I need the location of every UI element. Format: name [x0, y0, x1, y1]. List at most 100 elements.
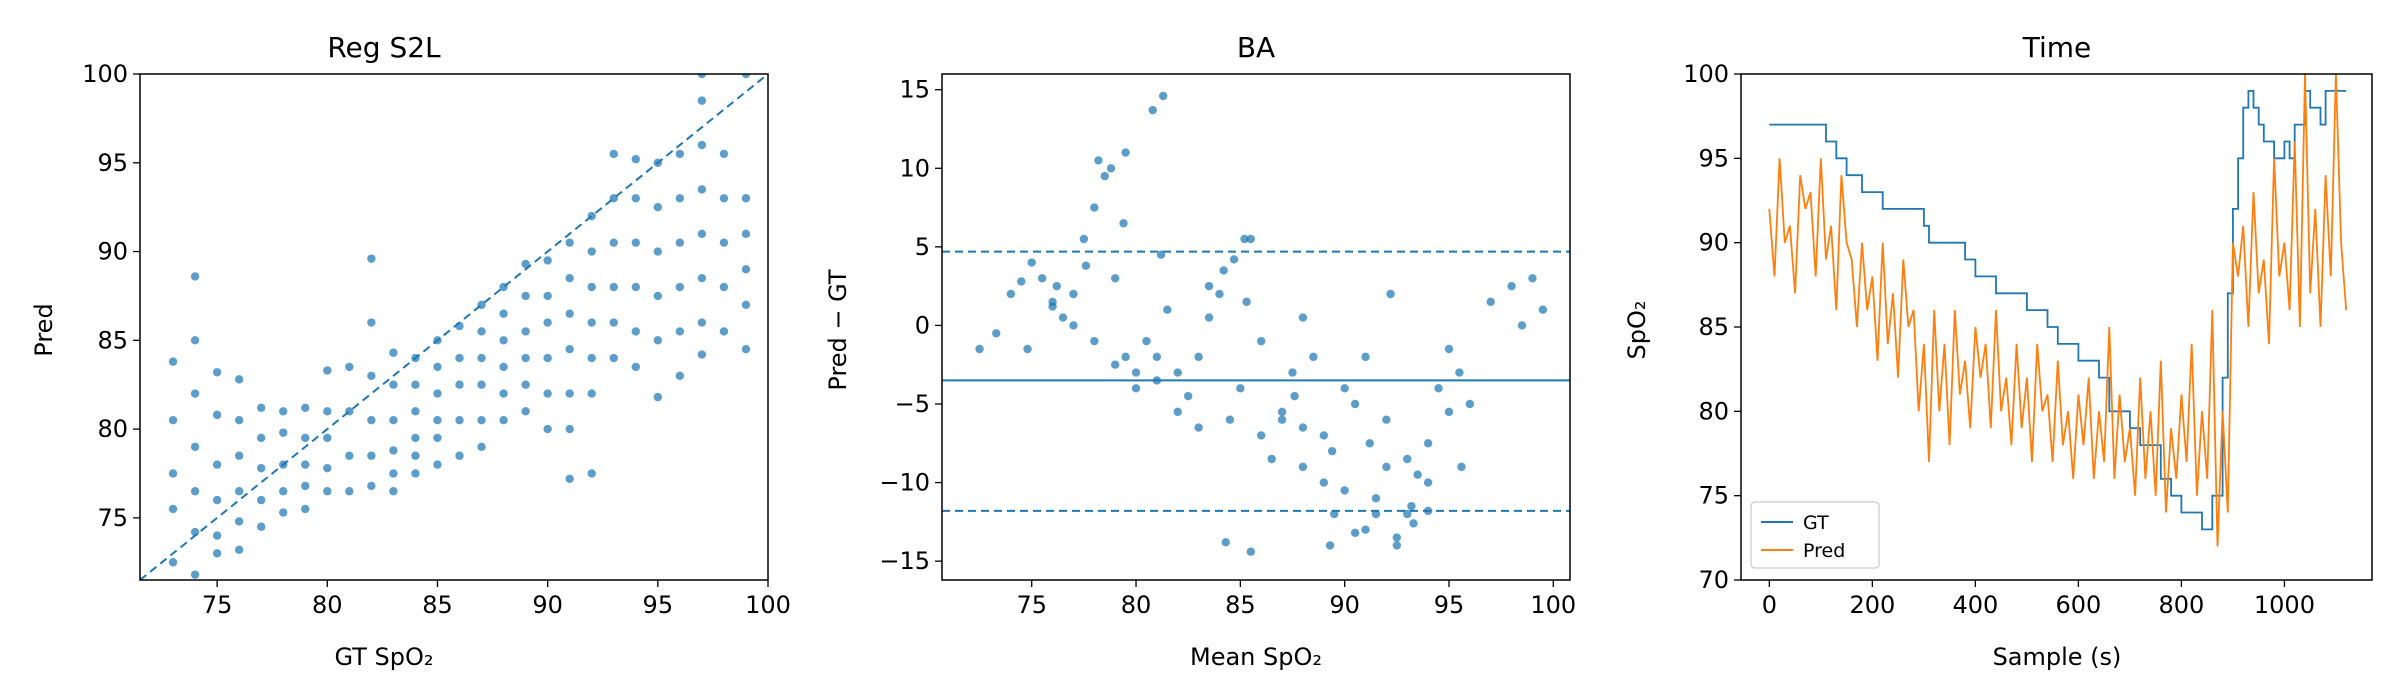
data-point — [719, 238, 729, 247]
x-tick-label: 95 — [1434, 591, 1465, 619]
data-point — [1090, 336, 1099, 346]
data-point — [279, 407, 288, 416]
data-point — [168, 416, 178, 425]
data-point — [477, 380, 486, 389]
data-point — [543, 256, 552, 265]
y-tick-label: −5 — [895, 390, 930, 418]
x-axis-label: Mean SpO₂ — [1190, 643, 1322, 671]
data-point — [1413, 470, 1422, 479]
data-point — [256, 433, 266, 443]
plot-area — [942, 91, 1570, 556]
data-point — [499, 416, 508, 425]
series-line-gt — [1769, 90, 2347, 531]
data-point — [345, 451, 354, 460]
data-point — [1090, 203, 1099, 212]
data-point — [1100, 171, 1109, 181]
data-point — [1142, 336, 1151, 346]
data-point — [345, 487, 354, 496]
data-point — [301, 460, 310, 469]
data-point — [1242, 297, 1251, 307]
data-point — [323, 407, 332, 416]
axes-frame — [941, 73, 1571, 581]
data-point — [697, 350, 707, 359]
data-point — [1330, 509, 1339, 519]
data-point — [1465, 399, 1475, 409]
data-point — [367, 318, 376, 327]
data-point — [1382, 415, 1391, 424]
data-point — [234, 416, 244, 425]
data-point — [367, 416, 376, 425]
x-tick-label: 1000 — [2254, 591, 2315, 619]
data-point — [1246, 234, 1255, 244]
data-point — [1407, 501, 1416, 511]
x-axis-label: Sample (s) — [1993, 643, 2122, 671]
data-point — [1152, 376, 1162, 385]
data-point — [1194, 352, 1203, 362]
data-point — [697, 96, 707, 105]
x-tick-label: 100 — [1530, 591, 1576, 619]
data-point — [323, 463, 332, 473]
data-point — [499, 336, 508, 345]
data-point — [433, 460, 442, 469]
data-point — [1027, 258, 1036, 267]
data-point — [1119, 219, 1128, 228]
data-point — [168, 558, 178, 567]
data-point — [190, 570, 200, 579]
data-point — [234, 451, 244, 460]
data-point — [1528, 274, 1537, 283]
data-point — [631, 327, 640, 336]
data-point — [389, 416, 398, 425]
data-point — [675, 371, 685, 381]
data-point — [609, 238, 618, 247]
data-point — [212, 531, 222, 540]
data-point — [543, 389, 552, 398]
data-point — [741, 74, 751, 79]
data-point — [1403, 509, 1412, 519]
y-tick-label: 85 — [97, 326, 128, 354]
data-point — [1058, 313, 1068, 322]
data-point — [499, 309, 508, 318]
data-point — [1246, 547, 1255, 556]
data-point — [675, 282, 685, 292]
y-axis-label: Pred — [30, 303, 58, 356]
data-point — [389, 348, 398, 357]
data-point — [323, 433, 332, 443]
data-point — [609, 149, 618, 159]
data-point — [1173, 368, 1182, 377]
data-point — [1221, 538, 1230, 547]
y-tick-label: 100 — [1683, 60, 1729, 88]
data-point — [1365, 439, 1374, 448]
y-tick-label: 10 — [899, 154, 930, 182]
legend-label-pred: Pred — [1803, 540, 1845, 562]
data-point — [411, 451, 420, 460]
data-point — [631, 155, 640, 164]
data-point — [433, 433, 442, 443]
data-point — [1371, 509, 1381, 519]
data-point — [609, 194, 618, 203]
data-point — [1081, 261, 1091, 270]
data-point — [190, 272, 200, 281]
data-point — [190, 527, 200, 537]
data-point — [256, 403, 266, 412]
data-point — [675, 149, 685, 159]
x-tick-label: 95 — [643, 591, 674, 619]
data-point — [697, 318, 707, 327]
data-point — [1037, 274, 1047, 283]
data-point — [565, 238, 574, 247]
plot-area — [140, 74, 768, 580]
data-point — [1204, 313, 1214, 322]
data-point — [477, 442, 486, 452]
data-point — [1361, 352, 1370, 362]
data-point — [1517, 321, 1527, 330]
series-line-pred — [1768, 74, 2348, 547]
data-point — [1079, 234, 1089, 244]
data-point — [234, 545, 244, 555]
data-point — [190, 336, 200, 345]
y-tick-label: 80 — [1698, 397, 1729, 425]
x-tick-label: 90 — [1329, 591, 1360, 619]
data-point — [697, 74, 707, 79]
data-point — [1409, 519, 1418, 528]
data-point — [543, 291, 552, 301]
data-point — [565, 273, 574, 283]
